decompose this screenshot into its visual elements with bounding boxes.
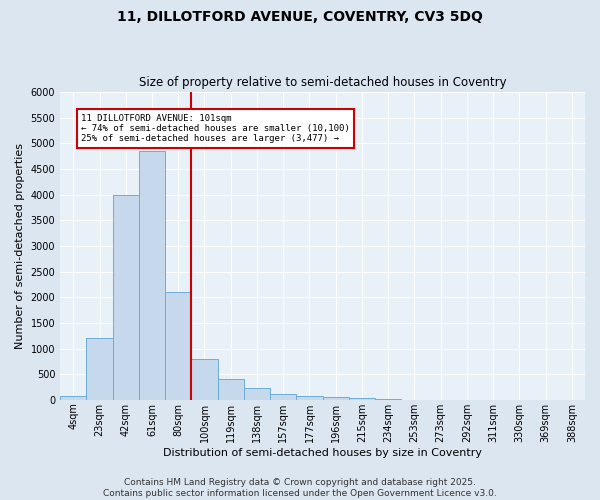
Bar (296, 396, 323, 400)
Text: 11, DILLOTFORD AVENUE, COVENTRY, CV3 5DQ: 11, DILLOTFORD AVENUE, COVENTRY, CV3 5DQ (117, 10, 483, 24)
Y-axis label: Number of semi-detached properties: Number of semi-detached properties (15, 143, 25, 349)
Bar (323, 397, 349, 400)
Bar (60, 396, 86, 400)
Bar (113, 194, 139, 400)
Bar (165, 292, 191, 400)
Bar (139, 151, 165, 400)
Bar (191, 359, 218, 400)
Bar (86, 338, 113, 400)
Text: Contains HM Land Registry data © Crown copyright and database right 2025.
Contai: Contains HM Land Registry data © Crown c… (103, 478, 497, 498)
X-axis label: Distribution of semi-detached houses by size in Coventry: Distribution of semi-detached houses by … (163, 448, 482, 458)
Bar (270, 394, 296, 400)
Bar (218, 380, 244, 400)
Bar (244, 388, 270, 400)
Text: 11 DILLOTFORD AVENUE: 101sqm
← 74% of semi-detached houses are smaller (10,100)
: 11 DILLOTFORD AVENUE: 101sqm ← 74% of se… (81, 114, 350, 144)
Title: Size of property relative to semi-detached houses in Coventry: Size of property relative to semi-detach… (139, 76, 506, 90)
Bar (349, 398, 375, 400)
